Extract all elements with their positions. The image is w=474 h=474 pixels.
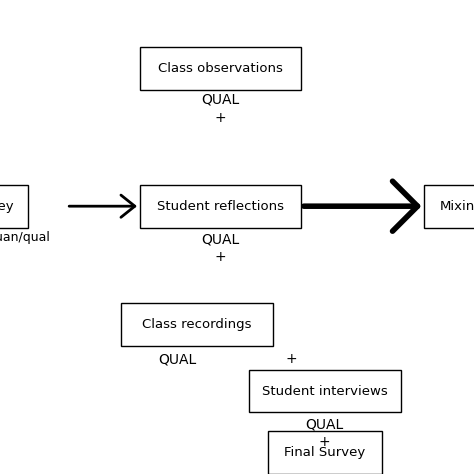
Bar [140, 185, 301, 228]
Text: quan/qual: quan/qual [0, 230, 50, 244]
Bar [424, 185, 474, 228]
Text: Student reflections: Student reflections [157, 200, 284, 213]
Text: +: + [215, 250, 226, 264]
Bar [249, 370, 401, 412]
Text: QUAL: QUAL [201, 92, 239, 107]
Text: Student interviews: Student interviews [262, 384, 388, 398]
Text: QUAL: QUAL [159, 352, 197, 366]
Text: +: + [215, 110, 226, 125]
Bar [121, 303, 273, 346]
Text: +: + [319, 435, 330, 449]
Text: Mixin: Mixin [440, 200, 474, 213]
Text: +: + [286, 352, 297, 366]
Text: Class observations: Class observations [158, 62, 283, 75]
Bar [268, 431, 382, 474]
Text: QUAL: QUAL [201, 232, 239, 246]
Bar [0, 185, 28, 228]
Bar [140, 47, 301, 90]
Text: QUAL: QUAL [306, 417, 344, 431]
Text: Class recordings: Class recordings [142, 318, 252, 331]
Text: arvey: arvey [0, 200, 14, 213]
Text: Final Survey: Final Survey [284, 446, 365, 459]
